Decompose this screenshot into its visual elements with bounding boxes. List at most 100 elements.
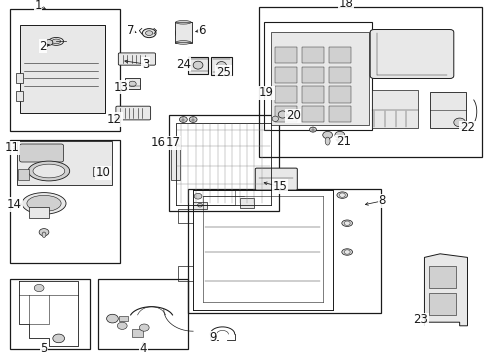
FancyBboxPatch shape — [328, 106, 350, 122]
Circle shape — [194, 193, 202, 199]
Circle shape — [39, 229, 49, 236]
Text: 6: 6 — [198, 24, 205, 37]
Ellipse shape — [33, 164, 64, 178]
FancyBboxPatch shape — [274, 47, 296, 63]
Ellipse shape — [325, 137, 329, 145]
FancyBboxPatch shape — [239, 198, 254, 208]
Circle shape — [179, 117, 187, 122]
Ellipse shape — [22, 193, 66, 214]
Text: 2: 2 — [39, 40, 47, 53]
FancyBboxPatch shape — [124, 78, 140, 89]
FancyBboxPatch shape — [274, 67, 296, 83]
FancyBboxPatch shape — [369, 30, 453, 78]
Circle shape — [34, 284, 44, 292]
FancyBboxPatch shape — [193, 202, 206, 209]
FancyBboxPatch shape — [301, 67, 323, 83]
Text: 14: 14 — [7, 198, 22, 211]
Circle shape — [309, 127, 316, 132]
FancyBboxPatch shape — [428, 293, 455, 315]
Ellipse shape — [341, 220, 352, 226]
Text: 16: 16 — [150, 136, 165, 149]
Circle shape — [139, 324, 149, 331]
Ellipse shape — [278, 111, 286, 118]
Ellipse shape — [145, 31, 153, 35]
FancyBboxPatch shape — [20, 144, 63, 162]
Circle shape — [53, 334, 64, 343]
Ellipse shape — [129, 81, 136, 86]
Circle shape — [339, 193, 345, 197]
Text: 10: 10 — [95, 166, 110, 179]
Circle shape — [117, 322, 127, 329]
Ellipse shape — [28, 161, 70, 181]
Ellipse shape — [175, 41, 191, 44]
Ellipse shape — [336, 192, 347, 198]
Circle shape — [344, 250, 349, 254]
FancyBboxPatch shape — [16, 73, 23, 83]
Text: 8: 8 — [378, 194, 386, 207]
Text: 9: 9 — [208, 331, 216, 344]
FancyBboxPatch shape — [93, 167, 102, 176]
FancyBboxPatch shape — [328, 67, 350, 83]
FancyBboxPatch shape — [274, 106, 296, 122]
FancyBboxPatch shape — [17, 141, 112, 185]
FancyBboxPatch shape — [118, 53, 155, 65]
Text: 15: 15 — [272, 180, 286, 193]
Ellipse shape — [52, 39, 61, 44]
FancyBboxPatch shape — [255, 168, 297, 190]
FancyBboxPatch shape — [18, 169, 29, 180]
FancyBboxPatch shape — [116, 106, 150, 120]
FancyBboxPatch shape — [301, 86, 323, 103]
Ellipse shape — [175, 26, 191, 40]
FancyBboxPatch shape — [429, 92, 465, 128]
FancyBboxPatch shape — [301, 106, 323, 122]
Text: 1: 1 — [34, 0, 42, 12]
Text: 18: 18 — [338, 0, 353, 10]
FancyBboxPatch shape — [371, 90, 417, 128]
FancyBboxPatch shape — [188, 57, 207, 74]
FancyBboxPatch shape — [16, 91, 23, 101]
Circle shape — [344, 221, 349, 225]
Ellipse shape — [42, 232, 46, 238]
FancyBboxPatch shape — [29, 207, 49, 218]
Text: 13: 13 — [114, 81, 128, 94]
Ellipse shape — [27, 195, 61, 211]
Text: 7: 7 — [126, 24, 134, 37]
FancyBboxPatch shape — [271, 32, 368, 125]
Text: 3: 3 — [142, 58, 149, 71]
Text: 22: 22 — [459, 121, 474, 134]
Circle shape — [322, 131, 332, 139]
Ellipse shape — [271, 116, 278, 121]
Circle shape — [189, 117, 197, 122]
Circle shape — [334, 131, 344, 139]
FancyBboxPatch shape — [119, 316, 128, 321]
Text: 11: 11 — [5, 141, 20, 154]
FancyBboxPatch shape — [211, 57, 231, 75]
Ellipse shape — [142, 29, 156, 37]
FancyBboxPatch shape — [171, 137, 180, 180]
Text: 24: 24 — [176, 58, 190, 71]
Text: 12: 12 — [107, 113, 122, 126]
FancyBboxPatch shape — [328, 86, 350, 103]
FancyBboxPatch shape — [301, 47, 323, 63]
Circle shape — [197, 203, 202, 207]
Text: 19: 19 — [259, 86, 273, 99]
Text: 20: 20 — [285, 109, 300, 122]
FancyBboxPatch shape — [20, 25, 105, 113]
Ellipse shape — [341, 249, 352, 255]
Ellipse shape — [49, 37, 63, 45]
Circle shape — [453, 118, 465, 127]
FancyBboxPatch shape — [428, 266, 455, 288]
Ellipse shape — [175, 21, 191, 24]
FancyBboxPatch shape — [274, 86, 296, 103]
FancyBboxPatch shape — [175, 22, 191, 43]
Text: 5: 5 — [40, 342, 48, 355]
Ellipse shape — [193, 61, 203, 69]
Circle shape — [106, 314, 118, 323]
Text: 23: 23 — [412, 313, 427, 326]
FancyBboxPatch shape — [132, 329, 142, 337]
Text: 21: 21 — [335, 135, 350, 148]
Polygon shape — [424, 254, 467, 326]
Text: 25: 25 — [216, 66, 230, 78]
Circle shape — [45, 40, 53, 45]
Ellipse shape — [216, 62, 226, 69]
